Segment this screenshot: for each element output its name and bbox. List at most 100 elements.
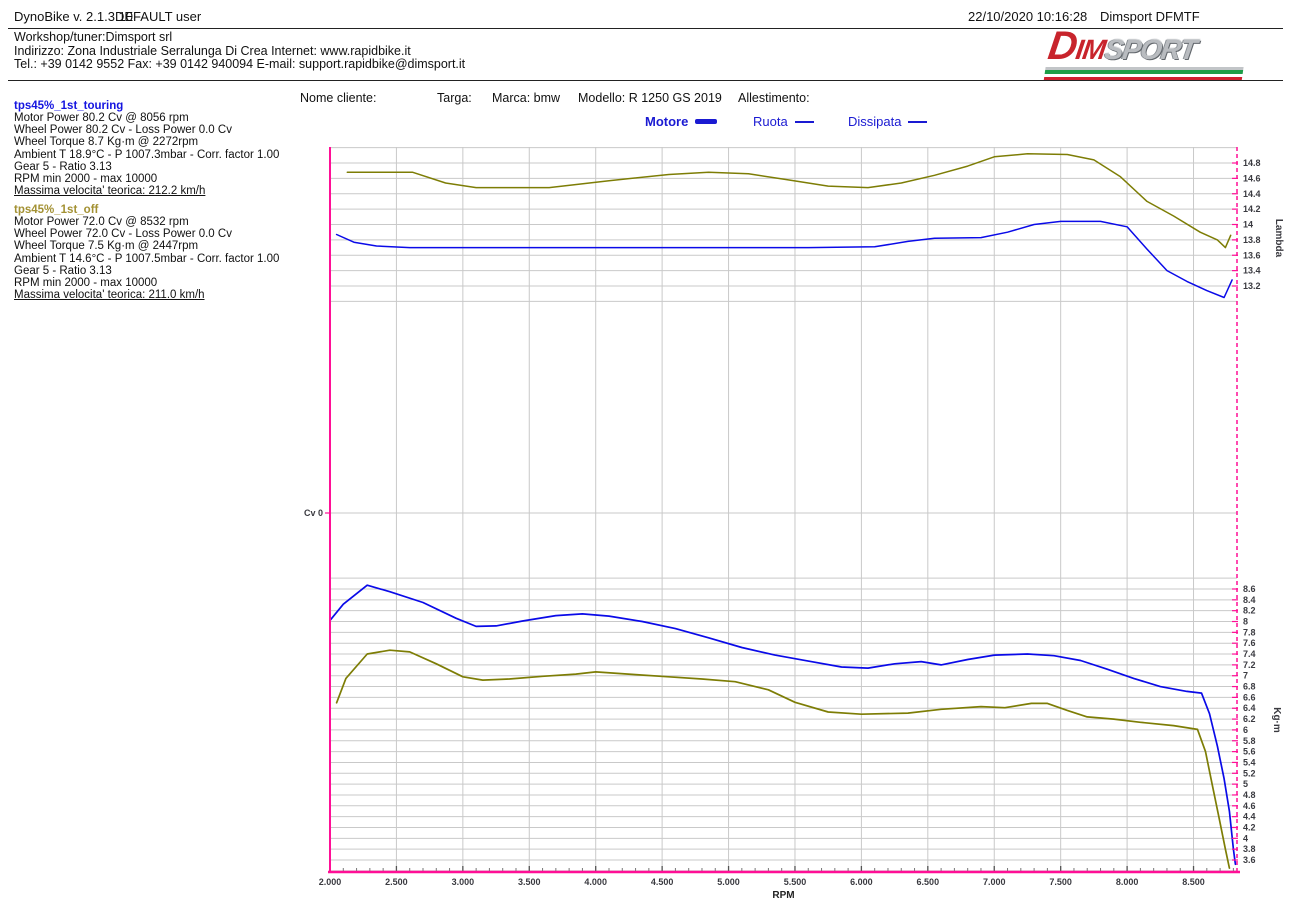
torque-tick-label: 4.2 — [1243, 822, 1256, 832]
torque-tick-label: 6.2 — [1243, 714, 1256, 724]
station-name: Dimsport DFMTF — [1100, 9, 1200, 24]
current-user: DEFAULT user — [115, 9, 202, 24]
torque-tick-label: 5 — [1243, 779, 1248, 789]
customer-name-label: Nome cliente: — [300, 91, 377, 105]
x-tick-label: 2.500 — [385, 877, 408, 887]
report-datetime: 22/10/2020 10:16:28 — [968, 9, 1088, 24]
run-details-touring: Motor Power 80.2 Cv @ 8056 rpm Wheel Powe… — [14, 112, 279, 185]
run-detail-line: RPM min 2000 - max 10000 — [14, 276, 158, 289]
x-tick-label: 5.500 — [784, 877, 807, 887]
lambda-tick-label: 13.2 — [1243, 281, 1261, 291]
torque-tick-label: 6.8 — [1243, 682, 1256, 692]
lambda-tick-label: 14.4 — [1243, 189, 1261, 199]
legend-item-dissipata: Dissipata — [848, 114, 928, 129]
x-tick-label: 4.500 — [651, 877, 674, 887]
torque-tick-label: 3.8 — [1243, 844, 1256, 854]
torque-tick-label: 8.2 — [1243, 606, 1256, 616]
run-title-off: tps45%_1st_off — [14, 204, 99, 216]
x-tick-label: 6.500 — [917, 877, 940, 887]
series-lambda-blue — [335, 220, 1233, 299]
torque-tick-label: 5.6 — [1243, 747, 1256, 757]
trim-label: Allestimento: — [738, 91, 810, 105]
run-detail-line: Motor Power 80.2 Cv @ 8056 rpm — [14, 112, 189, 125]
torque-tick-label: 8.4 — [1243, 595, 1256, 605]
x-tick-label: 7.500 — [1049, 877, 1072, 887]
legend-label-dissipata: Dissipata — [848, 114, 902, 129]
workshop-line: Workshop/tuner:Dimsport srl — [14, 30, 173, 44]
legend-label-ruota: Ruota — [753, 114, 788, 129]
run-detail-line: Gear 5 - Ratio 3.13 — [14, 160, 112, 173]
x-tick-label: 6.000 — [850, 877, 873, 887]
torque-tick-label: 5.2 — [1243, 768, 1256, 778]
run-detail-line: Ambient T 18.9°C - P 1007.3mbar - Corr. … — [14, 148, 280, 161]
torque-tick-label: 5.8 — [1243, 736, 1256, 746]
run-info-off: tps45%_1st_off Motor Power 72.0 Cv @ 853… — [14, 204, 279, 301]
torque-tick-label: 3.6 — [1243, 855, 1256, 865]
legend-item-motore: Motore — [645, 114, 718, 129]
legend-swatch-motore — [695, 119, 718, 124]
run-detail-line: Wheel Torque 8.7 Kg·m @ 2272rpm — [14, 136, 199, 149]
run-title-touring: tps45%_1st_touring — [14, 100, 124, 112]
run-detail-line: Ambient T 14.6°C - P 1007.5mbar - Corr. … — [14, 252, 280, 265]
torque-tick-label: 7.4 — [1243, 649, 1256, 659]
x-tick-label: 8.000 — [1116, 877, 1139, 887]
torque-tick-label: 4.8 — [1243, 790, 1256, 800]
torque-tick-label: 7.6 — [1243, 638, 1256, 648]
lambda-tick-label: 13.4 — [1243, 266, 1261, 276]
run-detail-line: Motor Power 72.0 Cv @ 8532 rpm — [14, 216, 189, 229]
torque-tick-label: 7.2 — [1243, 660, 1256, 670]
run-detail-line: RPM min 2000 - max 10000 — [14, 172, 158, 185]
app-title: DynoBike v. 2.1.3.10 — [14, 9, 133, 24]
torque-tick-label: 7 — [1243, 671, 1248, 681]
header-separator-bottom — [8, 80, 1283, 81]
brand-label: Marca: bmw — [492, 91, 561, 105]
series-torque-blue — [329, 584, 1237, 866]
x-tick-label: 7.000 — [983, 877, 1006, 887]
run-details-off: Motor Power 72.0 Cv @ 8532 rpm Wheel Powe… — [14, 216, 279, 289]
x-tick-label: 5.000 — [717, 877, 740, 887]
workshop-contacts-line: Tel.: +39 0142 9552 Fax: +39 0142 940094… — [14, 57, 466, 71]
torque-tick-label: 7.8 — [1243, 627, 1256, 637]
workshop-address-line: Indirizzo: Zona Industriale Serralunga D… — [14, 43, 411, 58]
run-max-speed-touring: Massima velocita' teorica: 212.2 km/h — [14, 185, 206, 198]
torque-tick-label: 6.6 — [1243, 692, 1256, 702]
x-tick-label: 4.000 — [584, 877, 607, 887]
header-separator-top — [8, 28, 1283, 29]
x-tick-label: 3.000 — [452, 877, 475, 887]
x-tick-label: 8.500 — [1182, 877, 1205, 887]
torque-tick-label: 5.4 — [1243, 757, 1256, 767]
x-tick-label: 2.000 — [319, 877, 342, 887]
workshop-info: Workshop/tuner:Dimsport srl Indirizzo: Z… — [14, 30, 466, 72]
run-detail-line: Gear 5 - Ratio 3.13 — [14, 264, 112, 277]
legend-swatch-dissipata — [908, 120, 928, 123]
series-torque-olive — [335, 649, 1231, 869]
lambda-tick-label: 13.8 — [1243, 235, 1261, 245]
legend-item-ruota: Ruota — [753, 114, 814, 129]
model-label: Modello: R 1250 GS 2019 — [578, 91, 722, 105]
torque-axis-title: Kg·m — [1271, 707, 1282, 733]
torque-tick-label: 6.4 — [1243, 703, 1256, 713]
lambda-tick-label: 14 — [1243, 220, 1253, 230]
lambda-tick-label: 14.8 — [1243, 158, 1261, 168]
series-lambda-olive — [346, 153, 1232, 249]
legend-label-motore: Motore — [645, 114, 689, 129]
torque-tick-label: 8 — [1243, 617, 1248, 627]
run-detail-line: Wheel Power 72.0 Cv - Loss Power 0.0 Cv — [14, 228, 232, 241]
torque-tick-label: 4.4 — [1243, 812, 1256, 822]
run-info-touring: tps45%_1st_touring Motor Power 80.2 Cv @… — [14, 100, 279, 197]
lambda-axis-title: Lambda — [1273, 219, 1284, 258]
torque-tick-label: 8.6 — [1243, 584, 1256, 594]
x-tick-label: 3.500 — [518, 877, 541, 887]
lambda-tick-label: 13.6 — [1243, 250, 1261, 260]
run-detail-line: Wheel Power 80.2 Cv - Loss Power 0.0 Cv — [14, 124, 232, 137]
cv-zero-label: Cv 0 — [304, 508, 323, 518]
lambda-tick-label: 14.6 — [1243, 173, 1261, 183]
run-max-speed-off: Massima velocita' teorica: 211.0 km/h — [14, 289, 205, 302]
lambda-tick-label: 14.2 — [1243, 204, 1261, 214]
legend-swatch-ruota — [794, 120, 814, 123]
torque-tick-label: 4.6 — [1243, 801, 1256, 811]
run-detail-line: Wheel Torque 7.5 Kg·m @ 2447rpm — [14, 240, 199, 253]
x-axis-title: RPM — [772, 890, 794, 901]
torque-tick-label: 4 — [1243, 833, 1248, 843]
torque-tick-label: 6 — [1243, 725, 1248, 735]
